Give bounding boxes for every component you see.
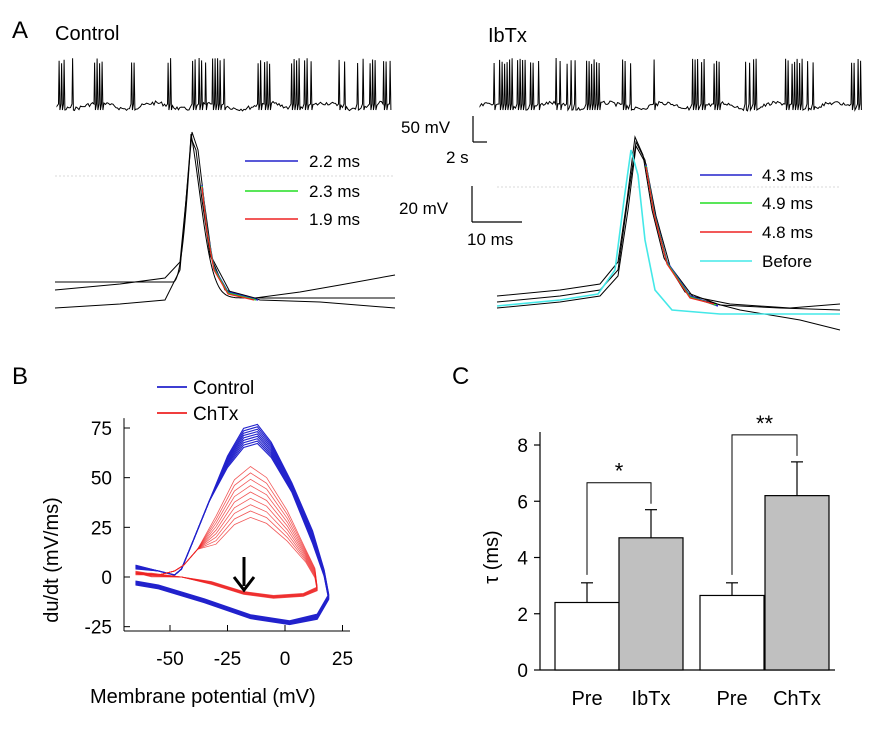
ibtx-ap-fit-red	[645, 166, 715, 305]
phase-plot-x-tick-label: -25	[214, 649, 241, 670]
phase-plot-y-tick-label: 0	[101, 568, 112, 589]
control-spike-train	[56, 57, 392, 112]
scale-bar-top: 50 mV 2 s	[401, 116, 487, 167]
chtx-phase-loop	[135, 465, 318, 596]
bar-chart-y-tick-label: 4	[517, 549, 528, 570]
panel-a-letter: A	[12, 17, 28, 44]
bar-category-label: ChTx	[773, 688, 821, 710]
panel-b-legend: Control ChTx	[157, 378, 254, 425]
phase-plot-y-tick-label: 50	[91, 469, 112, 490]
phase-plot-y-tick-label: 25	[91, 518, 112, 539]
control-legend-label-1: 2.2 ms	[309, 152, 360, 171]
panel-b-letter: B	[12, 363, 28, 390]
bar-ibtx	[618, 537, 684, 671]
ibtx-legend-label-2: 4.9 ms	[762, 194, 813, 213]
bar-chart-y-tick-label: 8	[517, 436, 528, 457]
bar-category-label: Pre	[571, 688, 602, 710]
bar-chart-y-axis-label: τ (ms)	[481, 530, 503, 583]
phase-plot-y-tick-label: 75	[91, 419, 112, 440]
ibtx-legend-label-1: 4.3 ms	[762, 166, 813, 185]
bar-pre	[554, 601, 620, 671]
ibtx-ap-trace-3	[496, 144, 841, 331]
scale-bar-top-y-label: 50 mV	[401, 118, 451, 137]
bar-chtx	[764, 495, 830, 671]
control-ap-fit-red	[201, 186, 255, 301]
control-phase-loop	[135, 423, 330, 622]
bar-category-label: Pre	[716, 688, 747, 710]
phase-plot-axes: 75 50 25 0 -25 -50 -25 0 25	[85, 418, 353, 670]
control-ap-fit-blue	[201, 184, 259, 301]
significance-bracket	[586, 482, 652, 575]
phase-plot-y-axis-label: du/dt (mV/ms)	[41, 497, 63, 623]
scale-bar-bottom: 20 mV 10 ms	[399, 186, 522, 249]
phase-plot-x-tick-label: -50	[156, 649, 183, 670]
ibtx-ap-before-trace	[496, 149, 840, 315]
panel-c-letter: C	[452, 363, 469, 390]
control-legend-label-3: 1.9 ms	[309, 210, 360, 229]
control-ap-trace-2	[54, 137, 396, 299]
control-action-potentials	[54, 131, 396, 309]
phase-plot-x-tick-label: 25	[332, 649, 353, 670]
scale-bar-bottom-x-label: 10 ms	[467, 230, 513, 249]
control-phase-loop	[135, 442, 330, 626]
scale-bar-top-x-label: 2 s	[446, 148, 469, 167]
ibtx-spike-train	[479, 57, 862, 112]
ibtx-action-potentials	[496, 135, 841, 331]
significance-bracket	[731, 434, 798, 575]
ibtx-legend-label-4: Before	[762, 252, 812, 271]
scale-bar-bottom-y-label: 20 mV	[399, 199, 449, 218]
control-ap-trace-3	[54, 131, 396, 309]
bar-category-label: IbTx	[632, 688, 671, 710]
ibtx-title: IbTx	[488, 25, 527, 47]
phase-plot-y-tick-label: -25	[85, 618, 112, 639]
bar-chart-y-tick-label: 0	[517, 661, 528, 682]
panel-b-legend-label-control: Control	[193, 378, 254, 399]
phase-plot-x-axis-label: Membrane potential (mV)	[90, 686, 316, 708]
chtx-phase-loop	[135, 497, 318, 598]
bar-chart-y-tick-label: 6	[517, 492, 528, 513]
significance-marker: **	[756, 411, 774, 436]
control-legend: 2.2 ms 2.3 ms 1.9 ms	[245, 152, 360, 229]
control-ap-trace-1	[55, 133, 395, 299]
phase-plot	[135, 423, 330, 626]
down-arrow-icon	[232, 557, 256, 593]
control-title: Control	[55, 23, 119, 45]
bar-pre	[699, 594, 765, 671]
ibtx-legend-label-3: 4.8 ms	[762, 223, 813, 242]
ibtx-legend: 4.3 ms 4.9 ms 4.8 ms Before	[700, 166, 813, 271]
significance-marker: *	[615, 459, 624, 484]
phase-plot-x-tick-label: 0	[280, 649, 291, 670]
bar-chart-y-tick-label: 2	[517, 605, 528, 626]
panel-b-legend-label-chtx: ChTx	[193, 404, 239, 425]
control-legend-label-2: 2.3 ms	[309, 182, 360, 201]
